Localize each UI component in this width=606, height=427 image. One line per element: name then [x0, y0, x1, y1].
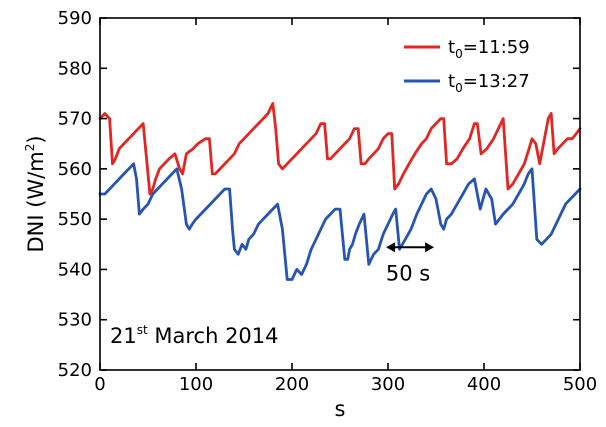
- series-line-1: [98, 102, 582, 196]
- scale-bar-annotation: 50 s: [386, 242, 435, 285]
- y-tick-label: 520: [58, 360, 92, 381]
- x-tick-label: 400: [467, 374, 501, 395]
- series-lines: [98, 102, 582, 281]
- x-tick-label: 0: [94, 374, 105, 395]
- y-axis-title-main: DNI (W/m: [24, 151, 48, 252]
- y-tick-label: 540: [58, 259, 92, 280]
- scale-bar-arrowhead-right: [425, 242, 435, 253]
- date-annotation: 21st March 2014: [110, 323, 279, 348]
- y-axis-title-sup: 2: [23, 144, 37, 152]
- axis-tick-labels: 0 100 200 300 400 500 520 530 540 550 560 570 580 590: [58, 8, 598, 395]
- legend: t0=11:59 t0=13:27: [404, 37, 530, 95]
- x-axis-title: s: [335, 397, 346, 421]
- y-tick-label: 570: [58, 109, 92, 130]
- y-axis-title: DNI (W/m2): [23, 135, 48, 252]
- scale-bar-label: 50 s: [386, 261, 430, 285]
- legend-label-series-2: t0=13:27: [448, 71, 530, 95]
- legend-label-series-1: t0=11:59: [448, 37, 530, 61]
- y-tick-label: 580: [58, 58, 92, 79]
- y-tick-label: 560: [58, 159, 92, 180]
- x-tick-label: 300: [371, 374, 405, 395]
- y-axis-title-close: ): [24, 135, 48, 143]
- series-line-2: [98, 162, 582, 281]
- plot-frame: [99, 17, 581, 371]
- axis-ticks: [99, 17, 581, 371]
- y-tick-label: 550: [58, 209, 92, 230]
- x-tick-label: 200: [275, 374, 309, 395]
- x-tick-label: 500: [563, 374, 597, 395]
- x-tick-label: 100: [179, 374, 213, 395]
- scale-bar-arrowhead-left: [386, 242, 396, 253]
- y-tick-label: 590: [58, 8, 92, 29]
- y-tick-label: 530: [58, 310, 92, 331]
